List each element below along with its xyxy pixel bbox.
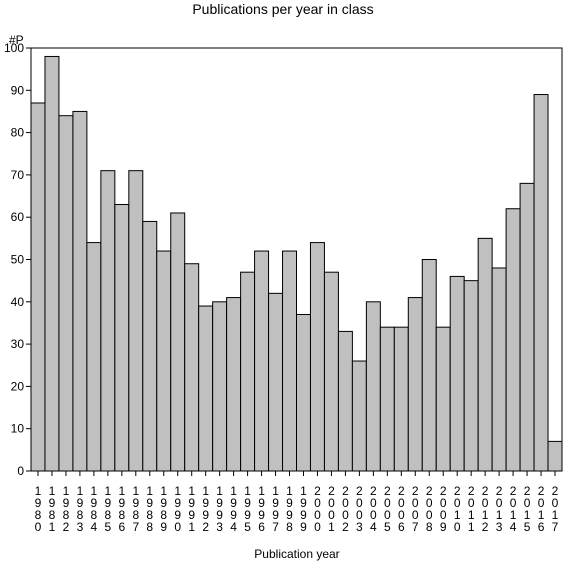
bar-2013 xyxy=(491,267,507,472)
bar-2017 xyxy=(547,440,563,472)
y-tick-label: 50 xyxy=(11,253,25,267)
bar-2004 xyxy=(365,301,381,472)
bar-2008 xyxy=(421,259,437,472)
y-tick-label: 0 xyxy=(17,464,24,478)
bar-2002 xyxy=(337,330,353,472)
bar-1994 xyxy=(226,297,242,472)
bar-2011 xyxy=(463,280,479,472)
y-tick-label: 30 xyxy=(11,337,25,351)
bar-1985 xyxy=(100,170,116,472)
bar-1987 xyxy=(128,170,144,472)
y-tick-label: 80 xyxy=(11,126,25,140)
bar-1981 xyxy=(44,55,60,472)
bar-1982 xyxy=(58,115,74,472)
chart-title: Publications per year in class xyxy=(192,1,373,17)
y-tick-label: 60 xyxy=(11,210,25,224)
y-axis-label: #P xyxy=(9,33,24,47)
bar-2016 xyxy=(533,94,549,472)
y-tick-label: 10 xyxy=(11,422,25,436)
bar-1984 xyxy=(86,242,102,472)
bar-1992 xyxy=(198,305,214,472)
bar-1993 xyxy=(212,301,228,472)
bar-2014 xyxy=(505,208,521,472)
bar-1997 xyxy=(268,292,284,472)
y-tick-label: 90 xyxy=(11,83,25,97)
bar-2009 xyxy=(435,326,451,472)
bar-1990 xyxy=(170,212,186,472)
bar-1996 xyxy=(254,250,270,472)
y-axis: 0 10 20 30 40 50 60 70 80 90 100 xyxy=(4,41,31,478)
y-tick-label: 100 xyxy=(4,41,24,55)
bar-2000 xyxy=(309,242,325,472)
y-tick-label: 70 xyxy=(11,168,25,182)
x-axis: 1 9 8 0 1 9 8 1 1 9 8 2 1 9 8 3 1 9 8 4 1 9 8 5 1 9 8 6 1 9 8 7 1 9 8 8 1 9 8 9… xyxy=(35,471,559,534)
bar-1998 xyxy=(282,250,297,472)
bar-1980 xyxy=(30,102,46,472)
y-tick-label: 20 xyxy=(11,379,25,393)
bar-1999 xyxy=(296,313,311,472)
bar-2006 xyxy=(393,326,409,472)
bar-1983 xyxy=(72,110,88,472)
bar-2012 xyxy=(477,237,493,472)
bar-2001 xyxy=(323,271,339,472)
bar-2010 xyxy=(449,275,465,472)
bar-2015 xyxy=(519,182,535,472)
x-axis-label: Publication year xyxy=(254,547,339,561)
bar-1995 xyxy=(240,271,256,472)
y-tick-label: 40 xyxy=(11,295,25,309)
bar-1989 xyxy=(156,250,172,472)
bar-2003 xyxy=(351,360,367,472)
bars-layer xyxy=(30,55,563,472)
bar-1991 xyxy=(184,263,200,472)
bar-2005 xyxy=(379,326,395,472)
bar-1988 xyxy=(142,220,158,472)
bar-2007 xyxy=(407,297,423,472)
bar-1986 xyxy=(114,204,130,472)
